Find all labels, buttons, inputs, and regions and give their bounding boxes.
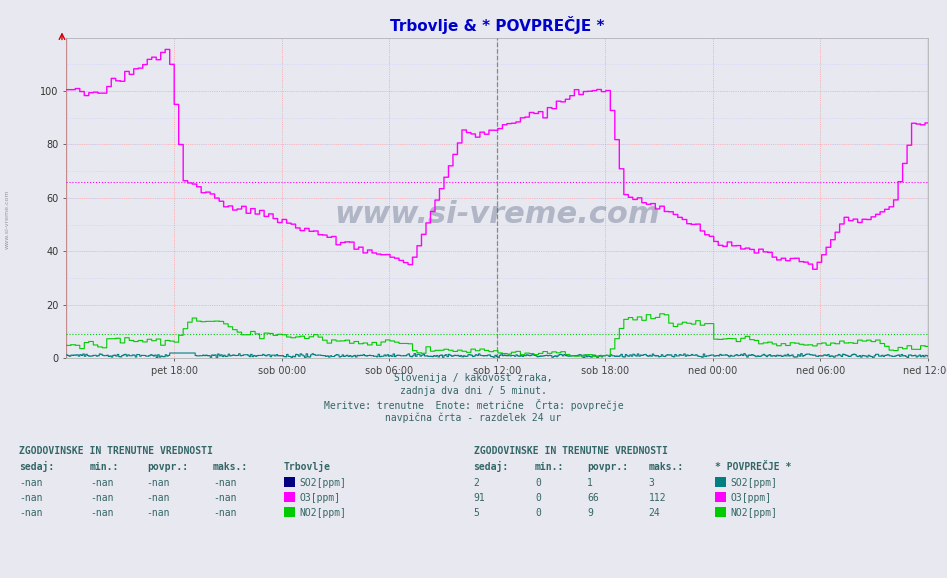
Text: O3[ppm]: O3[ppm]: [730, 493, 771, 503]
Text: -nan: -nan: [19, 508, 43, 518]
Text: www.si-vreme.com: www.si-vreme.com: [334, 199, 660, 228]
Text: -nan: -nan: [90, 478, 114, 488]
Text: SO2[ppm]: SO2[ppm]: [299, 478, 347, 488]
Text: -nan: -nan: [90, 493, 114, 503]
Text: NO2[ppm]: NO2[ppm]: [299, 508, 347, 518]
Text: -nan: -nan: [90, 508, 114, 518]
Text: 0: 0: [535, 508, 541, 518]
Text: NO2[ppm]: NO2[ppm]: [730, 508, 777, 518]
Text: ZGODOVINSKE IN TRENUTNE VREDNOSTI: ZGODOVINSKE IN TRENUTNE VREDNOSTI: [19, 446, 213, 455]
Text: O3[ppm]: O3[ppm]: [299, 493, 340, 503]
Text: 2: 2: [474, 478, 479, 488]
Text: -nan: -nan: [147, 478, 170, 488]
Text: 0: 0: [535, 493, 541, 503]
Text: Meritve: trenutne  Enote: metrične  Črta: povprečje: Meritve: trenutne Enote: metrične Črta: …: [324, 399, 623, 412]
Text: -nan: -nan: [213, 508, 237, 518]
Text: -nan: -nan: [213, 493, 237, 503]
Text: maks.:: maks.:: [213, 462, 248, 472]
Text: 24: 24: [649, 508, 660, 518]
Text: Slovenija / kakovost zraka,: Slovenija / kakovost zraka,: [394, 373, 553, 383]
Text: -nan: -nan: [213, 478, 237, 488]
Text: Trbovlje: Trbovlje: [284, 461, 331, 472]
Text: povpr.:: povpr.:: [147, 462, 188, 472]
Text: sedaj:: sedaj:: [474, 461, 509, 472]
Text: min.:: min.:: [90, 462, 119, 472]
Text: ZGODOVINSKE IN TRENUTNE VREDNOSTI: ZGODOVINSKE IN TRENUTNE VREDNOSTI: [474, 446, 668, 455]
Text: 91: 91: [474, 493, 485, 503]
Text: -nan: -nan: [147, 493, 170, 503]
Text: povpr.:: povpr.:: [587, 462, 628, 472]
Title: Trbovlje & * POVPREČJE *: Trbovlje & * POVPREČJE *: [390, 16, 604, 34]
Text: maks.:: maks.:: [649, 462, 684, 472]
Text: 9: 9: [587, 508, 593, 518]
Text: -nan: -nan: [147, 508, 170, 518]
Text: 0: 0: [535, 478, 541, 488]
Text: -nan: -nan: [19, 478, 43, 488]
Text: www.si-vreme.com: www.si-vreme.com: [5, 190, 9, 249]
Text: sedaj:: sedaj:: [19, 461, 54, 472]
Text: zadnja dva dni / 5 minut.: zadnja dva dni / 5 minut.: [400, 386, 547, 396]
Text: navpična črta - razdelek 24 ur: navpična črta - razdelek 24 ur: [385, 413, 562, 423]
Text: -nan: -nan: [19, 493, 43, 503]
Text: * POVPREČJE *: * POVPREČJE *: [715, 462, 792, 472]
Text: 3: 3: [649, 478, 654, 488]
Text: 5: 5: [474, 508, 479, 518]
Text: min.:: min.:: [535, 462, 564, 472]
Text: 66: 66: [587, 493, 599, 503]
Text: 112: 112: [649, 493, 667, 503]
Text: SO2[ppm]: SO2[ppm]: [730, 478, 777, 488]
Text: 1: 1: [587, 478, 593, 488]
